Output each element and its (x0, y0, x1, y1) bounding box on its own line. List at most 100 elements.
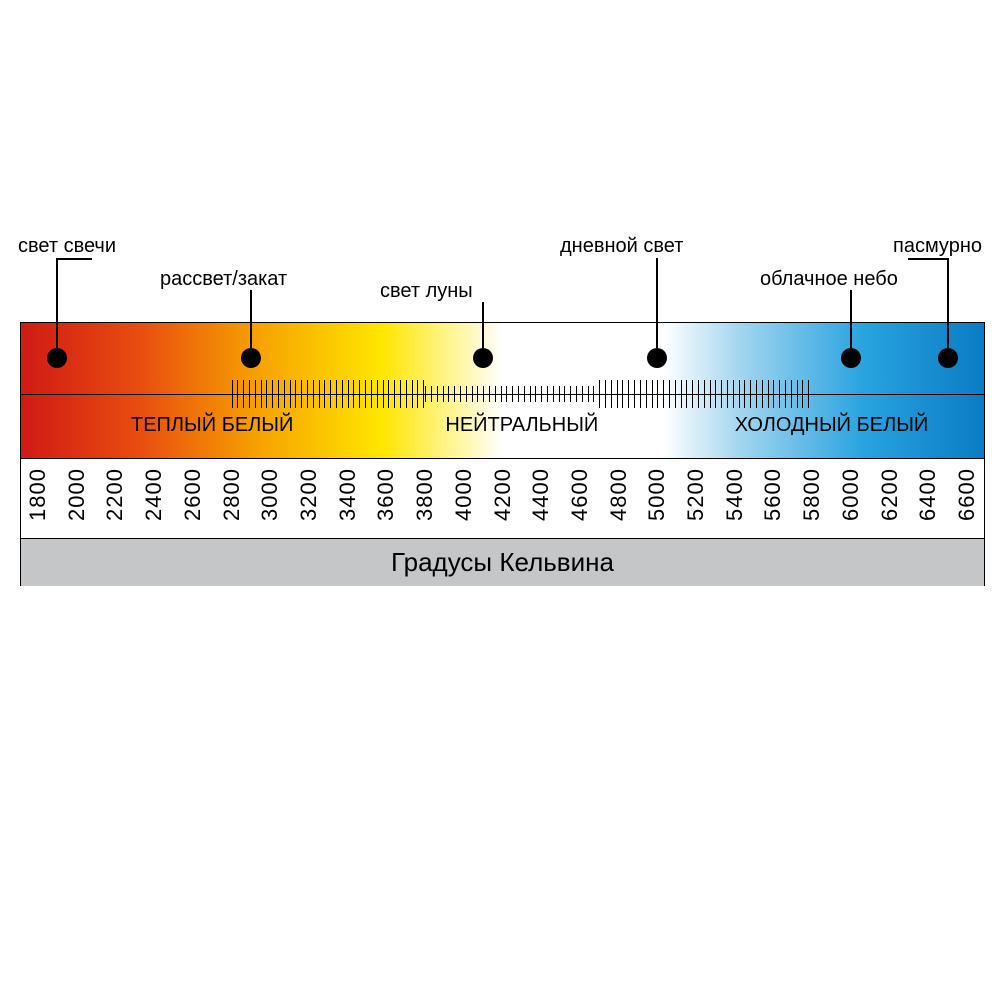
minor-tick (232, 380, 233, 408)
marker-leader (250, 290, 252, 348)
minor-tick (489, 386, 490, 402)
spectrum-divider (21, 394, 984, 395)
minor-tick (406, 380, 407, 408)
scale-value: 4600 (567, 468, 593, 521)
scale-value: 4800 (606, 468, 632, 521)
minor-tick (698, 380, 699, 408)
minor-tick (423, 380, 424, 408)
minor-tick (808, 380, 809, 408)
minor-tick (284, 380, 285, 408)
minor-tick (501, 386, 502, 402)
minor-tick (704, 380, 705, 408)
minor-tick (477, 386, 478, 402)
minor-tick (388, 380, 389, 408)
minor-tick (739, 380, 740, 408)
minor-tick (261, 380, 262, 408)
minor-tick (582, 386, 583, 402)
scale-value: 2400 (141, 468, 167, 521)
minor-tick (744, 380, 745, 408)
minor-tick (460, 386, 461, 402)
marker-leader (482, 302, 484, 348)
scale-value: 3800 (412, 468, 438, 521)
minor-tick (547, 386, 548, 402)
minor-tick (243, 380, 244, 408)
marker-label: свет свечи (18, 235, 116, 258)
minor-tick (646, 380, 647, 408)
marker-label: рассвет/закат (160, 268, 287, 291)
minor-tick (570, 386, 571, 402)
scale-value: 3200 (296, 468, 322, 521)
scale-value: 4400 (528, 468, 554, 521)
minor-tick (506, 386, 507, 402)
minor-tick (431, 386, 432, 402)
scale-value: 1800 (25, 468, 51, 521)
minor-tick (518, 386, 519, 402)
marker-leader (947, 258, 949, 348)
minor-tick (237, 380, 238, 408)
minor-tick (495, 386, 496, 402)
scale-value: 2200 (102, 468, 128, 521)
minor-tick (576, 386, 577, 402)
minor-tick (681, 380, 682, 408)
minor-tick (762, 380, 763, 408)
minor-tick (359, 380, 360, 408)
minor-tick (535, 386, 536, 402)
minor-tick (377, 380, 378, 408)
scale-value: 5400 (722, 468, 748, 521)
minor-tick (524, 386, 525, 402)
minor-tick (663, 380, 664, 408)
marker-leader (656, 258, 658, 348)
minor-tick (324, 380, 325, 408)
minor-tick (652, 380, 653, 408)
kelvin-spectrum-diagram: ТЕПЛЫЙ БЕЛЫЙНЕЙТРАЛЬНЫЙХОЛОДНЫЙ БЕЛЫЙ180… (0, 0, 1000, 1000)
minor-tick (710, 380, 711, 408)
minor-tick (756, 380, 757, 408)
marker-leader-h (57, 258, 92, 260)
minor-tick (791, 380, 792, 408)
scale-value: 5000 (644, 468, 670, 521)
scale-value: 3600 (373, 468, 399, 521)
minor-tick (715, 380, 716, 408)
minor-tick (425, 386, 426, 402)
minor-tick (272, 380, 273, 408)
minor-tick (768, 380, 769, 408)
marker-dot (473, 348, 493, 368)
spectrum-gradient (21, 323, 984, 458)
scale-value: 5600 (760, 468, 786, 521)
minor-tick (365, 380, 366, 408)
minor-tick (622, 380, 623, 408)
minor-tick (530, 386, 531, 402)
marker-dot (47, 348, 67, 368)
scale-value: 6600 (954, 468, 980, 521)
minor-tick (448, 386, 449, 402)
scale-value: 2600 (180, 468, 206, 521)
scale-value: 5200 (683, 468, 709, 521)
minor-tick (466, 386, 467, 402)
minor-tick (628, 380, 629, 408)
minor-tick (553, 386, 554, 402)
minor-tick (454, 386, 455, 402)
scale-value: 6400 (915, 468, 941, 521)
minor-tick (472, 386, 473, 402)
minor-tick (692, 380, 693, 408)
minor-tick (588, 386, 589, 402)
minor-tick (727, 380, 728, 408)
minor-tick (342, 380, 343, 408)
minor-tick (313, 380, 314, 408)
minor-tick (383, 380, 384, 408)
minor-tick (437, 386, 438, 402)
minor-tick (412, 380, 413, 408)
minor-tick (669, 380, 670, 408)
scale-value: 4000 (451, 468, 477, 521)
marker-label: дневной свет (560, 235, 683, 258)
band-label: ХОЛОДНЫЙ БЕЛЫЙ (735, 414, 929, 437)
minor-tick (249, 380, 250, 408)
minor-tick (348, 380, 349, 408)
minor-tick (278, 380, 279, 408)
minor-tick (779, 380, 780, 408)
minor-tick (564, 386, 565, 402)
marker-dot (241, 348, 261, 368)
marker-label: облачное небо (760, 268, 898, 291)
scale-value: 4200 (490, 468, 516, 521)
marker-label: пасмурно (893, 235, 982, 258)
